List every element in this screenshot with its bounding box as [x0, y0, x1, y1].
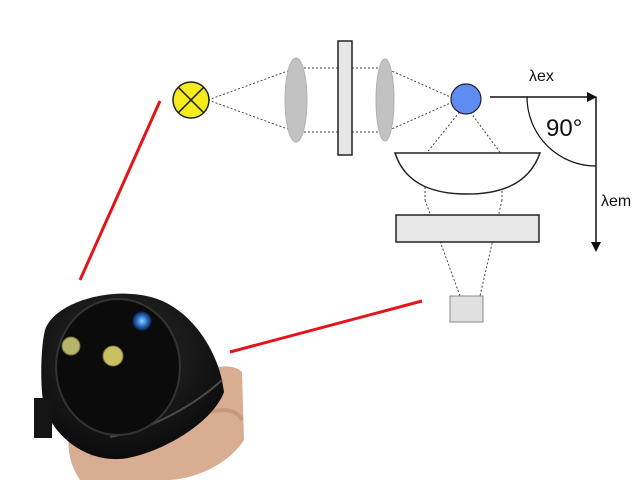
sensor-window-blue: [132, 311, 152, 331]
emission-beam: [424, 108, 503, 297]
emission-lens: [393, 152, 542, 195]
sensor-window-yellow: [102, 345, 124, 367]
excitation-lens-2: [375, 58, 395, 142]
sensor-window-green: [61, 336, 81, 356]
excitation-filter: [337, 40, 353, 156]
detector: [449, 295, 484, 323]
excitation-lens-1: [284, 57, 308, 143]
sensor-face: [55, 298, 181, 436]
leader-line-detector: [229, 299, 423, 354]
right-angle-arc-icon: [526, 96, 597, 167]
emission-wavelength-label: λem: [601, 193, 631, 210]
light-source-cross-circle-icon: [172, 81, 210, 119]
sensor-side-mount: [34, 398, 52, 438]
excitation-wavelength-label: λex: [529, 68, 554, 85]
excitation-beam: [207, 67, 456, 133]
sensor-photo: [34, 293, 244, 480]
leader-line-lamp: [78, 100, 162, 281]
emission-filter: [395, 214, 540, 243]
sample-dot-icon: [450, 83, 482, 115]
angle-label: 90°: [546, 115, 582, 142]
